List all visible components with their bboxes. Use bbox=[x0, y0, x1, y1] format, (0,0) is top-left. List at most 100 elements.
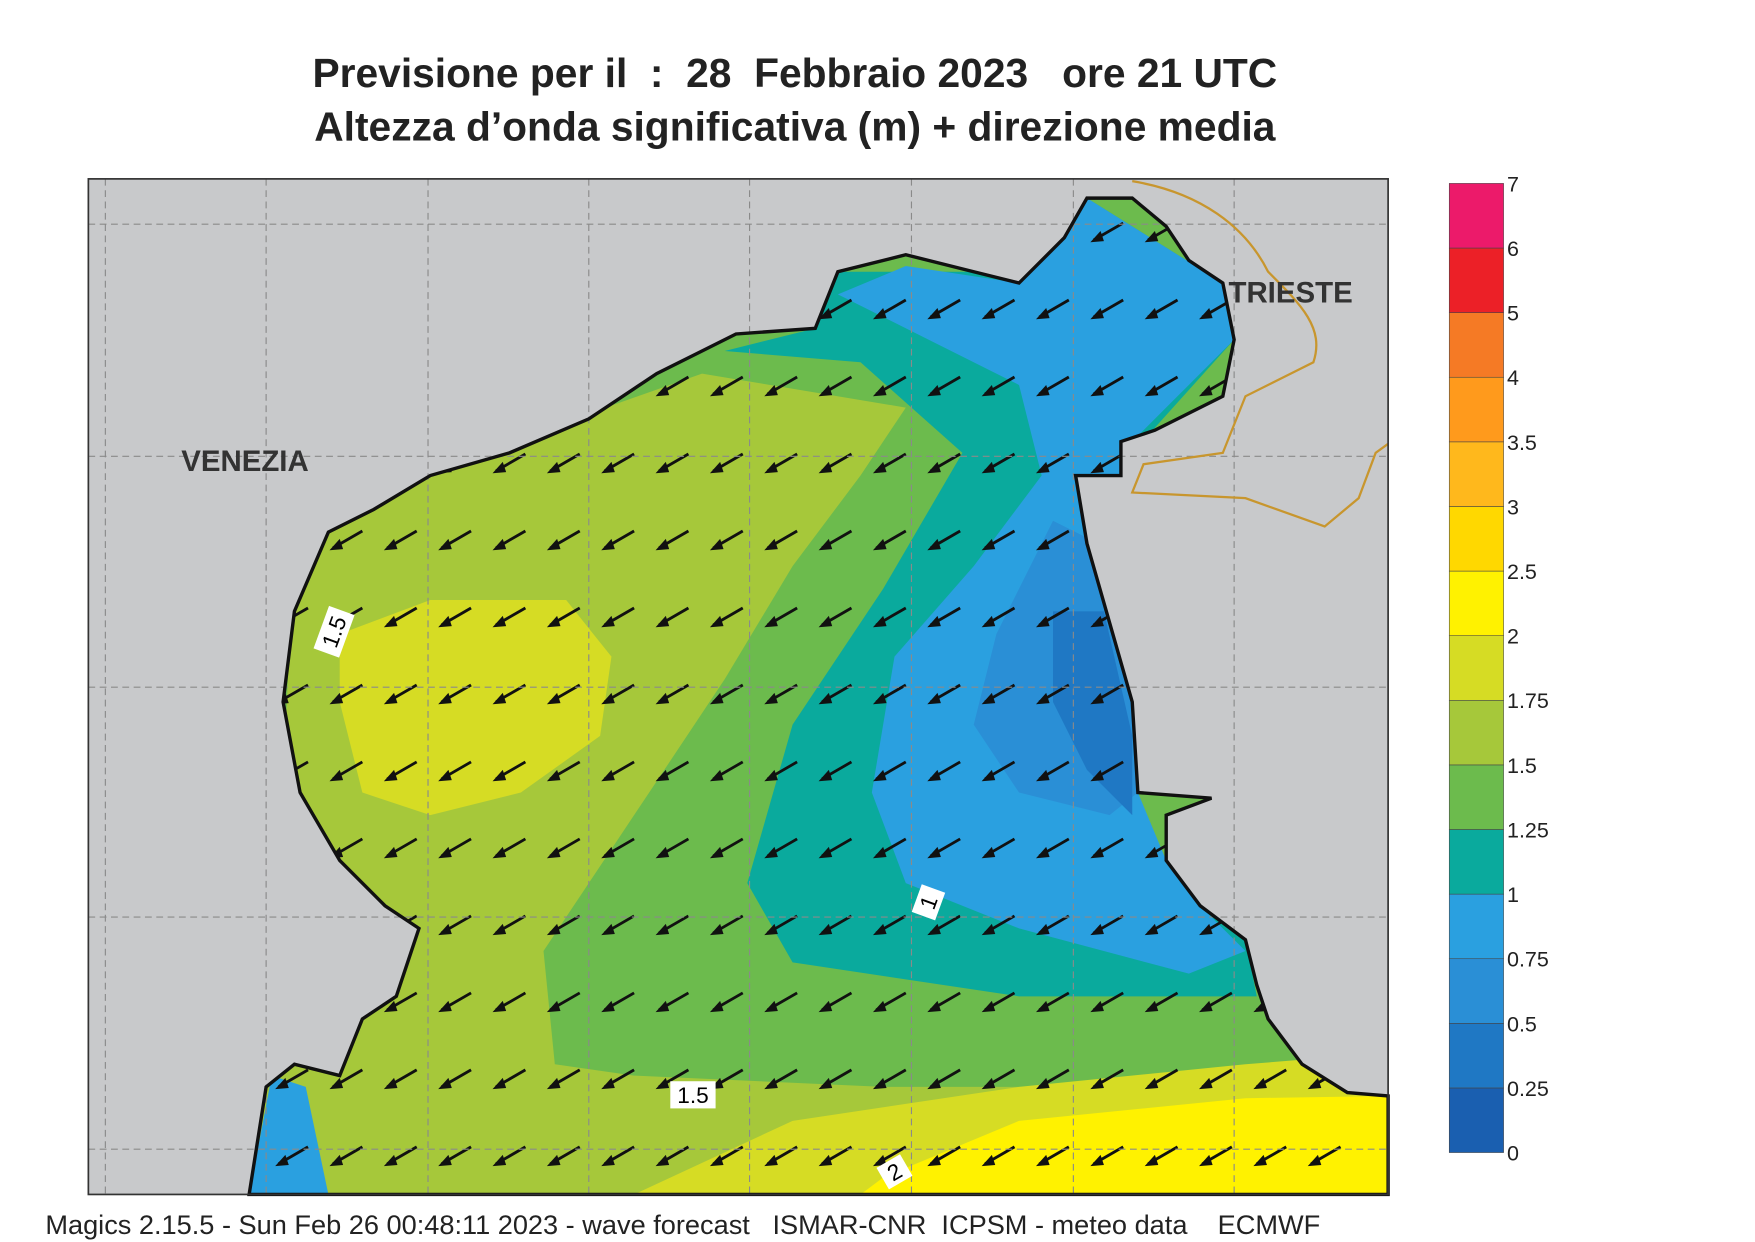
arrow-head bbox=[981, 538, 996, 551]
arrow-head bbox=[818, 538, 833, 551]
wave-arrow bbox=[1253, 1068, 1287, 1090]
wave-arrow bbox=[981, 991, 1016, 1013]
colorbar-label: 2 bbox=[1507, 625, 1519, 649]
arrow-head bbox=[1036, 538, 1050, 551]
arrow-head bbox=[601, 538, 615, 551]
arrow-head bbox=[818, 615, 833, 628]
wave-arrow bbox=[546, 837, 581, 859]
arrow-head bbox=[1307, 1077, 1322, 1090]
arrow-head bbox=[872, 384, 887, 397]
wave-arrow bbox=[709, 529, 744, 551]
arrow-head bbox=[818, 384, 833, 397]
arrow-head bbox=[1199, 1000, 1213, 1013]
wave-arrow bbox=[329, 529, 364, 551]
wave-arrow bbox=[1090, 760, 1124, 782]
arrow-head bbox=[492, 769, 507, 782]
wave-arrow bbox=[709, 914, 744, 936]
subtitle: Altezza d’onda significativa (m) + direz… bbox=[314, 103, 1276, 149]
contour-label: 1.5 bbox=[670, 1081, 716, 1109]
arrow-head bbox=[1090, 384, 1104, 397]
arrow-head bbox=[383, 615, 398, 628]
wave-arrow bbox=[1144, 375, 1179, 397]
arrow-head bbox=[329, 1154, 344, 1167]
wave-arrow bbox=[438, 914, 472, 936]
arrow-head bbox=[818, 692, 833, 705]
arrow-head bbox=[1144, 923, 1159, 936]
arrow-head bbox=[1090, 769, 1104, 782]
arrow-head bbox=[764, 615, 778, 628]
contour-label: 2 bbox=[876, 1154, 913, 1190]
arrow-head bbox=[1036, 1154, 1050, 1167]
arrow-head bbox=[927, 923, 941, 936]
colorbar-label: 1 bbox=[1507, 883, 1519, 907]
wave-arrow bbox=[872, 760, 907, 782]
wave-arrow bbox=[927, 837, 961, 859]
wave-arrow bbox=[546, 1068, 581, 1090]
wave-arrow bbox=[872, 914, 907, 936]
arrow-head bbox=[1090, 1000, 1104, 1013]
wave-arrow bbox=[655, 760, 690, 782]
wave-arrow bbox=[927, 298, 961, 320]
arrow-head bbox=[546, 1154, 561, 1167]
wave-arrow bbox=[492, 606, 527, 628]
arrow-head bbox=[927, 384, 941, 397]
arrow-head bbox=[329, 1077, 344, 1090]
arrow-head bbox=[492, 923, 507, 936]
arrow-head bbox=[383, 538, 398, 551]
colorbar-label: 2.5 bbox=[1507, 560, 1537, 584]
arrow-head bbox=[383, 1000, 398, 1013]
wave-arrow bbox=[1090, 914, 1124, 936]
wave-arrow bbox=[818, 683, 853, 705]
arrow-head bbox=[1090, 846, 1104, 859]
arrow-head bbox=[1199, 1154, 1213, 1167]
arrow-head bbox=[546, 538, 561, 551]
arrow-head bbox=[655, 384, 670, 397]
wave-arrow bbox=[981, 529, 1016, 551]
arrow-head bbox=[329, 692, 344, 705]
arrow-head bbox=[981, 769, 996, 782]
wave-arrow bbox=[818, 914, 853, 936]
arrow-head bbox=[1090, 307, 1104, 320]
arrow-head bbox=[492, 1077, 507, 1090]
arrow-head bbox=[1144, 846, 1159, 859]
wave-arrow bbox=[546, 683, 581, 705]
arrow-head bbox=[927, 307, 941, 320]
wave-arrow bbox=[383, 606, 418, 628]
wave-arrow bbox=[1090, 375, 1124, 397]
arrow-head bbox=[1199, 307, 1213, 320]
wave-arrow bbox=[927, 606, 961, 628]
wave-arrow bbox=[1090, 1068, 1124, 1090]
arrow-head bbox=[927, 1154, 941, 1167]
arrow-head bbox=[1036, 769, 1050, 782]
arrow-head bbox=[438, 769, 452, 782]
arrow-head bbox=[1090, 615, 1104, 628]
wave-arrow bbox=[981, 606, 1016, 628]
wave-arrow bbox=[1036, 760, 1070, 782]
colorbar-bin bbox=[1448, 570, 1504, 636]
wave-arrow bbox=[383, 1068, 418, 1090]
arrow-head bbox=[1090, 692, 1104, 705]
wave-arrow bbox=[1090, 837, 1124, 859]
wave-arrow bbox=[1199, 991, 1233, 1013]
wave-arrow bbox=[438, 606, 472, 628]
arrow-head bbox=[546, 1000, 561, 1013]
arrow-head bbox=[329, 769, 344, 782]
wave-arrow bbox=[872, 298, 907, 320]
arrow-head bbox=[546, 1077, 561, 1090]
arrow-head bbox=[1036, 461, 1050, 474]
arrow-head bbox=[329, 538, 344, 551]
wave-arrow bbox=[872, 1145, 907, 1167]
wave-arrow bbox=[818, 529, 853, 551]
arrow-head bbox=[1036, 1077, 1050, 1090]
colorbar-label: 7 bbox=[1507, 172, 1519, 196]
wave-arrow bbox=[601, 1145, 635, 1167]
wave-arrow bbox=[764, 991, 798, 1013]
arrow-head bbox=[1144, 384, 1159, 397]
arrow-head bbox=[601, 923, 615, 936]
arrow-head bbox=[927, 1077, 941, 1090]
arrow-head bbox=[818, 846, 833, 859]
arrow-head bbox=[818, 1154, 833, 1167]
wave-arrow bbox=[492, 529, 527, 551]
arrow-head bbox=[818, 307, 833, 320]
arrow-head bbox=[1036, 384, 1050, 397]
